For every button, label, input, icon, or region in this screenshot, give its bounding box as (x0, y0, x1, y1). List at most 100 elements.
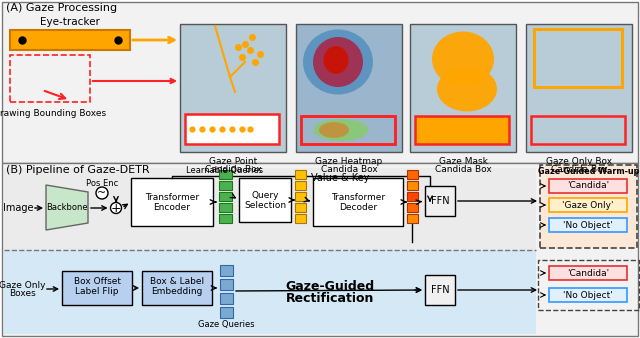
Bar (220, 293, 233, 304)
Bar (425, 186, 455, 216)
Bar (295, 170, 306, 179)
Bar (219, 192, 232, 201)
Text: 'No Object': 'No Object' (563, 220, 613, 230)
Bar (2, 2, 638, 163)
Text: Image: Image (3, 203, 33, 213)
Bar (295, 203, 306, 212)
Ellipse shape (323, 46, 349, 74)
Bar (407, 192, 418, 201)
Bar (425, 275, 455, 305)
Bar (219, 181, 232, 190)
Text: FFN: FFN (431, 285, 449, 295)
Bar (10, 55, 90, 102)
Text: Gaze Mask: Gaze Mask (438, 156, 488, 166)
Bar (407, 214, 418, 223)
Text: Gaze Heatmap: Gaze Heatmap (316, 156, 383, 166)
Bar (301, 116, 395, 144)
Circle shape (96, 187, 108, 199)
Ellipse shape (432, 31, 494, 87)
Text: Eye-tracker: Eye-tracker (40, 17, 100, 27)
Bar (296, 24, 402, 152)
Bar (534, 29, 622, 87)
Bar (142, 271, 212, 305)
Text: Rectification: Rectification (286, 291, 374, 305)
Text: Gaze-Guided Warm-up: Gaze-Guided Warm-up (538, 168, 639, 176)
Bar (549, 198, 627, 212)
Text: Candida Box: Candida Box (321, 166, 378, 174)
Text: 'Gaze Only': 'Gaze Only' (563, 200, 614, 210)
Text: Candida Box: Candida Box (205, 166, 261, 174)
Bar (4, 250, 536, 334)
Bar (295, 181, 306, 190)
Text: 'Candida': 'Candida' (567, 182, 609, 191)
Text: Embedding: Embedding (151, 288, 203, 296)
Text: Learnable Queries: Learnable Queries (186, 166, 264, 174)
Bar (219, 170, 232, 179)
Bar (62, 271, 132, 305)
Text: Pos Enc: Pos Enc (86, 179, 118, 189)
Text: Gaze Only: Gaze Only (0, 281, 45, 290)
Text: Candida Box: Candida Box (550, 166, 607, 174)
Bar (549, 266, 627, 280)
Text: Selection: Selection (244, 200, 286, 210)
Text: Decoder: Decoder (339, 202, 377, 212)
Bar (4, 168, 536, 250)
Text: Transformer: Transformer (145, 193, 199, 201)
Text: Box & Label: Box & Label (150, 277, 204, 287)
Text: (A) Gaze Processing: (A) Gaze Processing (6, 3, 117, 13)
Bar (526, 24, 632, 152)
Text: Drawing Bounding Boxes: Drawing Bounding Boxes (0, 110, 107, 119)
Bar (313, 178, 403, 226)
Text: Gaze Only Box: Gaze Only Box (546, 156, 612, 166)
Text: 'Candida': 'Candida' (567, 268, 609, 277)
Text: Gaze Queries: Gaze Queries (198, 320, 254, 330)
Bar (538, 260, 639, 310)
Bar (549, 218, 627, 232)
Bar (295, 192, 306, 201)
Bar (219, 214, 232, 223)
Ellipse shape (437, 67, 497, 112)
Bar (2, 163, 638, 336)
Bar (220, 265, 233, 276)
Text: Value & Key: Value & Key (311, 173, 369, 183)
Bar (549, 179, 627, 193)
Circle shape (111, 202, 122, 214)
Text: Query: Query (252, 191, 279, 199)
Ellipse shape (319, 122, 349, 138)
Ellipse shape (314, 119, 369, 141)
Bar (531, 116, 625, 144)
Text: ~: ~ (97, 188, 107, 198)
Bar (180, 24, 286, 152)
Bar (407, 181, 418, 190)
Bar (410, 24, 516, 152)
Bar (220, 307, 233, 318)
Text: 'No Object': 'No Object' (563, 290, 613, 299)
Bar (131, 178, 213, 226)
Ellipse shape (313, 37, 363, 87)
Bar (295, 214, 306, 223)
Text: Gaze Point: Gaze Point (209, 156, 257, 166)
Bar (415, 116, 509, 144)
Text: +: + (111, 201, 122, 215)
Bar (220, 279, 233, 290)
Text: FFN: FFN (431, 196, 449, 206)
Bar (239, 178, 291, 222)
Bar (407, 203, 418, 212)
Polygon shape (46, 185, 88, 230)
Bar (549, 288, 627, 302)
Bar (540, 165, 637, 248)
Text: Backbone: Backbone (46, 203, 88, 213)
Text: Boxes: Boxes (8, 290, 35, 298)
Bar (219, 203, 232, 212)
Bar (10, 30, 130, 50)
Bar (407, 170, 418, 179)
Text: Box Offset: Box Offset (74, 277, 120, 287)
Ellipse shape (303, 29, 373, 95)
Text: Gaze-Guided: Gaze-Guided (285, 281, 374, 293)
Text: Transformer: Transformer (331, 193, 385, 201)
Bar (185, 114, 279, 144)
Text: Encoder: Encoder (154, 202, 191, 212)
Text: Candida Box: Candida Box (435, 166, 492, 174)
Text: Label Flip: Label Flip (76, 288, 119, 296)
Bar (301, 116, 395, 144)
